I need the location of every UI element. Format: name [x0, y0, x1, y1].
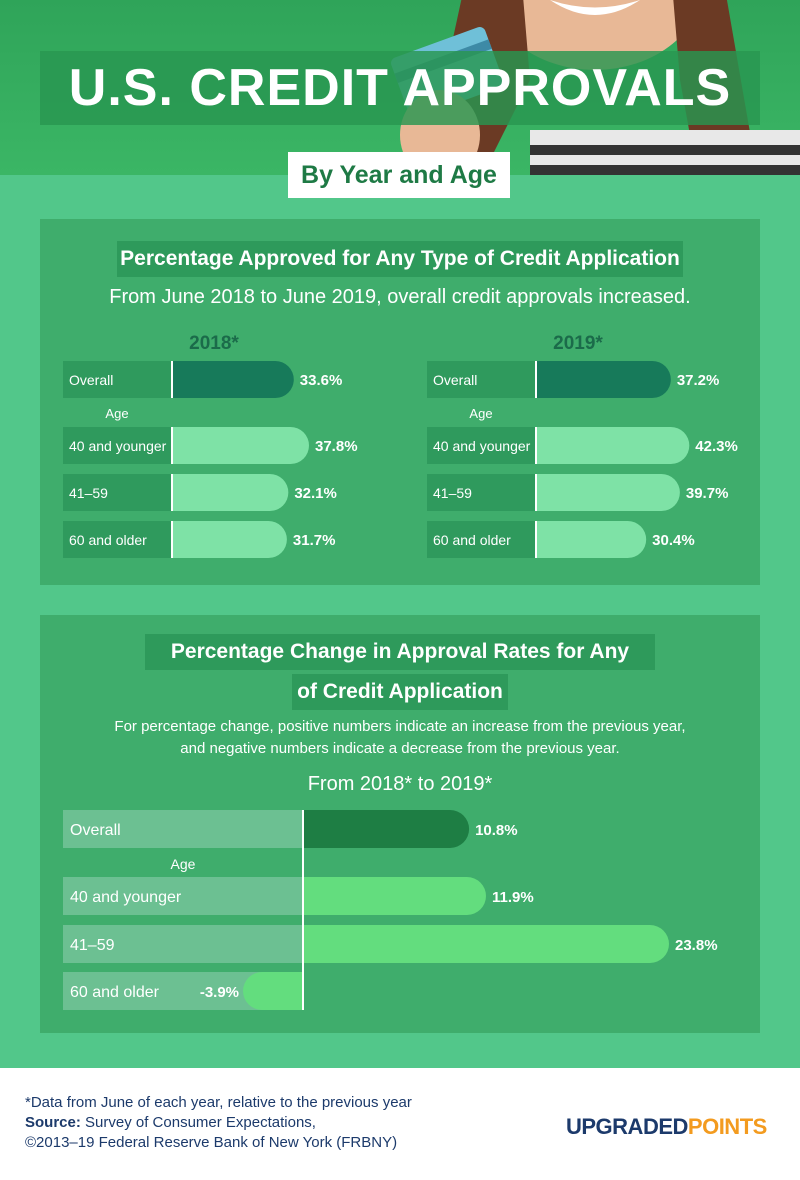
page-subtitle: By Year and Age: [301, 161, 497, 189]
logo-part1: UPGRADED: [566, 1114, 688, 1139]
approval-description: From June 2018 to June 2019, overall cre…: [109, 286, 691, 308]
value-label-60-and-older: -3.9%: [200, 984, 239, 1001]
approval-heading: Percentage Approved for Any Type of Cred…: [117, 241, 683, 277]
row-label-41-59: 41–59: [433, 485, 472, 501]
row-label-41-59: 41–59: [70, 937, 115, 954]
row-label-bg: [427, 361, 535, 398]
value-label-41-59: 39.7%: [686, 485, 729, 502]
row-label-bg: [63, 877, 303, 915]
bar-60-and-older: [243, 972, 303, 1010]
bar-overall: [172, 361, 294, 398]
row-label-40-and-younger: 40 and younger: [433, 438, 531, 454]
bar-40-and-younger: [172, 427, 309, 464]
year-title-2019: 2019*: [553, 333, 603, 354]
bar-overall: [303, 810, 470, 848]
row-label-bg: [63, 474, 171, 511]
bar-40-and-younger: [303, 877, 486, 915]
value-label-40-and-younger: 11.9%: [492, 889, 534, 906]
row-label-bg: [427, 474, 535, 511]
bar-41-59: [536, 474, 680, 511]
row-label-bg: [63, 810, 303, 848]
change-note-line1: For percentage change, positive numbers …: [114, 718, 686, 735]
bar-41-59: [303, 925, 669, 963]
row-label-bg: [63, 925, 303, 963]
age-label: Age: [171, 856, 196, 872]
value-label-60-and-older: 31.7%: [293, 532, 336, 549]
row-label-bg: [63, 521, 171, 558]
source-text: Survey of Consumer Expectations,: [80, 1114, 316, 1131]
footnote: *Data from June of each year, relative t…: [25, 1094, 412, 1111]
row-label-overall: Overall: [433, 372, 477, 388]
change-range-label: From 2018* to 2019*: [307, 773, 493, 795]
page-title: U.S. CREDIT APPROVALS: [68, 59, 732, 117]
value-label-60-and-older: 30.4%: [652, 532, 695, 549]
logo-part2: POINTS: [687, 1114, 767, 1139]
change-note: For percentage change, positive numbers …: [60, 716, 740, 760]
value-label-overall: 37.2%: [677, 372, 720, 389]
row-label-60-and-older: 60 and older: [70, 984, 160, 1001]
chart-2019: 2019* Age Overall 37.2% 40 and younger 42.3% 4…: [427, 333, 738, 558]
bar-40-and-younger: [536, 427, 690, 464]
chart-change: Age Overall 10.8% 40 and younger 11.9% 41–59 2…: [63, 810, 718, 1010]
bar-60-and-older: [172, 521, 287, 558]
bar-41-59: [172, 474, 289, 511]
row-label-bg: [63, 427, 171, 464]
title-box: U.S. CREDIT APPROVALS: [40, 51, 760, 125]
age-label: Age: [469, 406, 492, 421]
row-label-bg: [427, 521, 535, 558]
row-label-bg: [63, 361, 171, 398]
approval-panel: Percentage Approved for Any Type of Cred…: [40, 219, 760, 585]
change-panel: Percentage Change in Approval Rates for …: [40, 615, 760, 1033]
row-label-40-and-younger: 40 and younger: [70, 889, 182, 906]
value-label-41-59: 23.8%: [675, 937, 718, 954]
row-label-bg: [427, 427, 535, 464]
chart-2018: 2018* Age Overall 33.6% 40 and younger 37.8% 4…: [63, 333, 358, 558]
value-label-41-59: 32.1%: [294, 485, 337, 502]
value-label-overall: 33.6%: [300, 372, 343, 389]
upgraded-points-logo[interactable]: UPGRADEDPOINTS: [566, 1114, 767, 1140]
change-heading-line1: Percentage Change in Approval Rates for …: [145, 634, 655, 699]
row-label-overall: Overall: [69, 372, 113, 388]
source-line: Source: Survey of Consumer Expectations,: [25, 1114, 316, 1131]
row-label-overall: Overall: [70, 822, 121, 839]
value-label-40-and-younger: 37.8%: [315, 438, 358, 455]
change-heading-line2: of Credit Application: [292, 674, 508, 710]
year-title-2018: 2018*: [189, 333, 239, 354]
row-label-40-and-younger: 40 and younger: [69, 438, 167, 454]
age-label: Age: [105, 406, 128, 421]
change-note-line2: and negative numbers indicate a decrease…: [180, 740, 620, 757]
row-label-60-and-older: 60 and older: [433, 532, 511, 548]
source-label: Source:: [25, 1114, 81, 1131]
subtitle-box: By Year and Age: [288, 152, 510, 198]
row-label-60-and-older: 60 and older: [69, 532, 147, 548]
footer: *Data from June of each year, relative t…: [0, 1068, 800, 1180]
row-label-41-59: 41–59: [69, 485, 108, 501]
value-label-40-and-younger: 42.3%: [695, 438, 738, 455]
bar-overall: [536, 361, 671, 398]
header-banner: U.S. CREDIT APPROVALS: [0, 0, 800, 175]
copyright-line: ©2013–19 Federal Reserve Bank of New Yor…: [25, 1134, 398, 1151]
value-label-overall: 10.8%: [475, 822, 518, 839]
bar-60-and-older: [536, 521, 647, 558]
